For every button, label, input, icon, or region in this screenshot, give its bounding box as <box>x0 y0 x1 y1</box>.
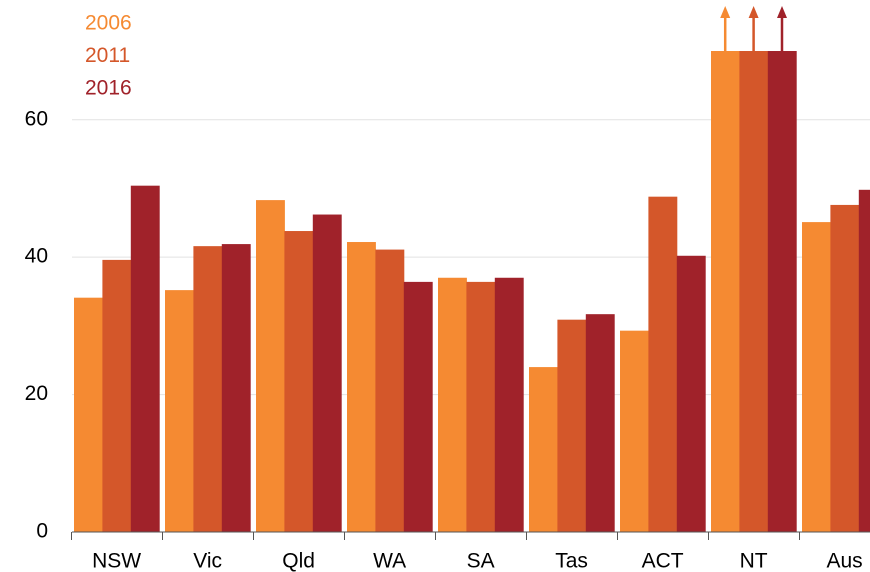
bar <box>858 189 870 532</box>
bar <box>130 185 160 532</box>
bar <box>557 319 587 532</box>
x-tick-label: NSW <box>92 550 141 572</box>
bar <box>193 246 223 533</box>
bar <box>711 51 740 532</box>
bar <box>284 231 314 532</box>
bar <box>438 277 467 532</box>
bar <box>676 255 706 533</box>
bar <box>529 367 558 532</box>
bar <box>648 196 678 532</box>
x-tick-label: NT <box>740 550 768 572</box>
bar <box>375 249 405 532</box>
x-tick-label: Tas <box>555 550 588 572</box>
bar <box>403 281 433 532</box>
bar <box>347 242 376 533</box>
x-tick-label: ACT <box>642 550 684 572</box>
x-tick-label: WA <box>373 550 406 572</box>
x-tick-label: Aus <box>827 550 863 572</box>
legend-label: 2011 <box>85 44 130 67</box>
x-tick-label: SA <box>467 550 495 572</box>
bar <box>74 297 103 532</box>
off-scale-arrowhead <box>720 6 731 18</box>
bar <box>620 330 649 532</box>
legend-label: 2006 <box>85 12 132 35</box>
off-scale-arrowhead <box>777 6 787 18</box>
bar <box>165 290 194 532</box>
y-tick-label: 60 <box>25 107 48 130</box>
bar <box>256 200 285 533</box>
x-tick-label: Qld <box>282 550 315 572</box>
bar <box>102 259 132 532</box>
bar <box>767 51 797 532</box>
bar <box>494 277 524 532</box>
bar <box>312 214 342 533</box>
bar <box>466 281 496 532</box>
bar <box>802 222 831 532</box>
y-tick-label: 20 <box>25 382 48 405</box>
off-scale-arrowhead <box>748 6 759 18</box>
bar <box>585 314 615 532</box>
y-tick-label: 40 <box>25 245 48 268</box>
x-tick-label: Vic <box>193 550 222 572</box>
bar <box>830 204 860 533</box>
legend-label: 2016 <box>85 77 132 100</box>
y-tick-label: 0 <box>36 520 48 543</box>
bar <box>221 244 251 532</box>
bar <box>739 51 769 532</box>
